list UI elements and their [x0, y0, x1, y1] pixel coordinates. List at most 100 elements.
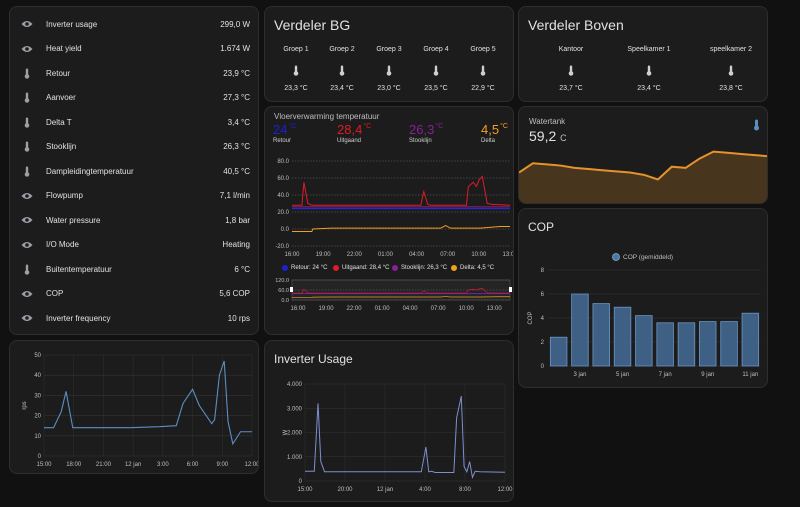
brush-handle-left[interactable]: [290, 287, 293, 292]
group-value: 23,7 °C: [559, 85, 583, 92]
stat-unit: °C: [435, 123, 444, 130]
x-tick-label: 4:00: [419, 487, 431, 493]
entity-name: Delta T: [46, 117, 72, 127]
brush-x-tick-label: 16:00: [290, 306, 306, 312]
legend-swatch: [333, 265, 339, 271]
entity-value: 7,1 l/min: [219, 191, 250, 200]
brush-x-tick-label: 07:00: [431, 306, 447, 312]
entity-row[interactable]: Heat yield 1.674 W: [10, 37, 258, 61]
legend-item[interactable]: Retour: 24 °C: [282, 265, 327, 271]
inverter-frequency-chart: 0 10 20 30 40 50 15:00 18:00 21:00 12 jan 3:00 6:00…: [22, 353, 259, 468]
brush-handle-right[interactable]: [509, 287, 512, 292]
group-value: 23,4 °C: [330, 85, 354, 92]
legend-item[interactable]: Uitgaand: 28,4 °C: [333, 265, 389, 271]
cop-bar[interactable]: [635, 315, 653, 367]
legend-item[interactable]: Stooklijn: 26,3 °C: [392, 265, 447, 271]
entity-value: 6 °C: [234, 264, 250, 274]
y-tick-label: 2.000: [287, 431, 303, 437]
group-name: Groep 4: [423, 46, 449, 53]
stat-value: 26,3°C: [409, 122, 443, 137]
cop-bar[interactable]: [613, 306, 632, 367]
group-name: Groep 2: [329, 46, 355, 53]
cop-bar[interactable]: [741, 312, 760, 367]
group-value: 23,3 °C: [284, 85, 308, 92]
inverter-usage-chart: Inverter Usage 0 1.000 2.000 3.000 4.000 15:00…: [274, 352, 513, 493]
entity-row[interactable]: Inverter usage 299,0 W: [10, 12, 258, 36]
legend-swatch: [392, 265, 398, 271]
cop-bar[interactable]: [720, 321, 738, 367]
group-tile[interactable]: Groep 3 23,0 °C: [366, 46, 412, 96]
group-name: Groep 5: [470, 46, 496, 53]
entity-name: Inverter frequency: [46, 313, 111, 323]
x-tick-label: 07:00: [440, 252, 456, 258]
cop-bar[interactable]: [571, 293, 589, 367]
legend-label: COP (gemiddeld): [623, 254, 673, 261]
brush-series-line: [292, 296, 510, 298]
cop-title: COP: [528, 220, 554, 234]
stat-name: Retour: [273, 138, 292, 144]
x-tick-label: 6:00: [187, 462, 199, 468]
cop-bar[interactable]: [549, 336, 568, 367]
cop-bar[interactable]: [699, 321, 717, 367]
inverter-usage-title: Inverter Usage: [274, 352, 353, 366]
series-line: [305, 396, 506, 480]
delta-series-line: [292, 225, 510, 233]
x-tick-label: 12:00: [244, 462, 259, 468]
entity-value: Heating: [222, 240, 250, 249]
entity-name: Flowpump: [46, 191, 83, 200]
watertank-chart: [519, 150, 767, 203]
x-tick-label: 18:00: [66, 462, 82, 468]
group-tile[interactable]: Groep 5 22,9 °C: [460, 46, 506, 96]
entity-row[interactable]: Retour 23,9 °C: [10, 61, 258, 85]
cop-bar[interactable]: [677, 322, 696, 367]
group-tile[interactable]: Groep 4 23,5 °C: [413, 46, 459, 96]
vloer-chart[interactable]: -20.0 0.0 20.0 40.0 60.0 80.0 16:00 19:00 22:00 0…: [265, 107, 514, 335]
brush-series-line: [292, 287, 511, 294]
cop-bar[interactable]: [592, 303, 610, 367]
group-tile[interactable]: Groep 2 23,4 °C: [319, 46, 365, 96]
entity-row[interactable]: Buitentemperatuur 6 °C: [10, 257, 258, 281]
watertank-line: [519, 150, 767, 181]
x-tick-label: 22:00: [347, 252, 363, 258]
entity-row[interactable]: Aanvoer 27,3 °C: [10, 86, 258, 110]
stat-number: 28,4: [337, 122, 363, 137]
entity-row[interactable]: Dampleidingtemperatuur 40,5 °C: [10, 159, 258, 183]
group-name: Kantoor: [558, 46, 584, 53]
entity-row[interactable]: Stooklijn 26,3 °C: [10, 135, 258, 159]
entity-value: 1.674 W: [220, 44, 250, 53]
y-tick-label: 50: [34, 353, 41, 359]
group-name: Groep 3: [376, 46, 402, 53]
group-tile[interactable]: Kantoor 23,7 °C: [543, 46, 599, 96]
y-tick-label: 20.0: [277, 210, 289, 216]
inverter-frequency-card: 0 10 20 30 40 50 15:00 18:00 21:00 12 jan 3:00 6:00…: [9, 340, 259, 474]
cop-bar[interactable]: [656, 322, 674, 367]
stat-number: 26,3: [409, 122, 435, 137]
entity-row[interactable]: Flowpump 7,1 l/min: [10, 184, 258, 208]
legend-item[interactable]: Delta: 4,5 °C: [451, 265, 494, 271]
thermometer-icon: [10, 264, 44, 275]
x-tick-label: 15:00: [36, 462, 52, 468]
x-tick-label: 12 jan: [377, 487, 393, 493]
thermometer-icon: [273, 65, 319, 76]
brush-x-tick-label: 22:00: [347, 306, 363, 312]
y-tick-label: 8: [541, 268, 545, 274]
y-tick-label: 4: [541, 316, 545, 322]
group-tile[interactable]: speelkamer 2 23,8 °C: [703, 46, 759, 96]
group-value: 23,4 °C: [637, 85, 661, 92]
group-tile[interactable]: Groep 1 23,3 °C: [273, 46, 319, 96]
group-tile[interactable]: Speelkamer 1 23,4 °C: [621, 46, 677, 96]
eye-icon: [10, 216, 44, 224]
thermometer-icon: [543, 65, 599, 76]
group-name: Speelkamer 1: [627, 46, 671, 53]
inverter-usage-card: Inverter Usage 0 1.000 2.000 3.000 4.000 15:00…: [264, 340, 514, 502]
stat-unit: °C: [500, 123, 508, 130]
entity-row[interactable]: Water pressure 1,8 bar: [10, 208, 258, 232]
x-tick-label: 01:00: [378, 252, 394, 258]
entity-row[interactable]: Inverter frequency 10 rps: [10, 306, 258, 330]
entity-row[interactable]: I/O Mode Heating: [10, 233, 258, 257]
vloer-title: Vloerverwarming temperatuur: [274, 112, 380, 121]
stat-value: 24°C: [273, 122, 296, 137]
entity-row[interactable]: Delta T 3,4 °C: [10, 110, 258, 134]
brush-y-tick-label: 120.0: [275, 278, 289, 284]
entity-row[interactable]: COP 5,6 COP: [10, 282, 258, 306]
